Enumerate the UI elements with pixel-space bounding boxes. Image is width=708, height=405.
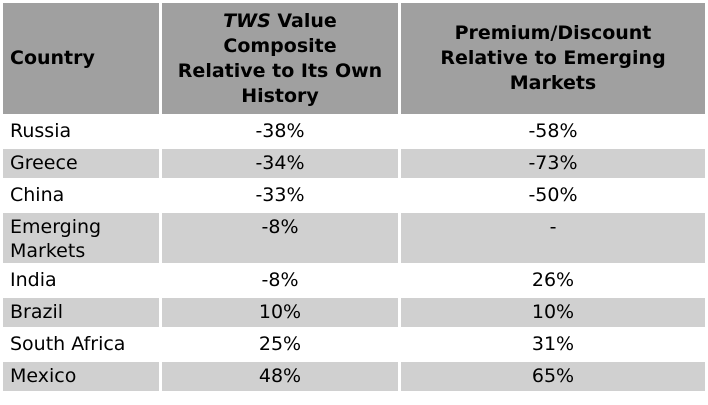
country-cell: China — [3, 181, 159, 210]
table-row-russia: Russia -38% -58% — [3, 117, 705, 146]
table-row-brazil: Brazil 10% 10% — [3, 298, 705, 327]
premium-discount-cell: 31% — [401, 330, 705, 359]
tws-value-cell: -38% — [162, 117, 398, 146]
table-row-south-africa: South Africa 25% 31% — [3, 330, 705, 359]
premium-discount-cell: 10% — [401, 298, 705, 327]
header-country: Country — [3, 3, 159, 114]
tws-value-cell: -34% — [162, 149, 398, 178]
table-row-china: China -33% -50% — [3, 181, 705, 210]
header-tws-value-composite: TWS Value Composite Relative to Its Own … — [162, 3, 398, 114]
table-row-india: India -8% 26% — [3, 266, 705, 295]
country-cell: South Africa — [3, 330, 159, 359]
tws-value-cell: -8% — [162, 266, 398, 295]
country-cell: Emerging Markets — [3, 213, 159, 263]
country-cell: Greece — [3, 149, 159, 178]
table-row-emerging-markets: Emerging Markets -8% - — [3, 213, 705, 263]
premium-discount-cell: -58% — [401, 117, 705, 146]
tws-value-cell: -33% — [162, 181, 398, 210]
tws-header-rest: Value Composite Relative to Its Own Hist… — [177, 9, 383, 107]
country-cell: Mexico — [3, 362, 159, 391]
premium-discount-cell: - — [401, 213, 705, 263]
header-row: Country TWS Value Composite Relative to … — [3, 3, 705, 114]
header-premium-discount: Premium/Discount Relative to Emerging Ma… — [401, 3, 705, 114]
country-cell: Russia — [3, 117, 159, 146]
tws-value-cell: 25% — [162, 330, 398, 359]
tws-value-cell: -8% — [162, 213, 398, 263]
table-row-mexico: Mexico 48% 65% — [3, 362, 705, 391]
valuation-table: Country TWS Value Composite Relative to … — [3, 3, 705, 391]
country-cell: Brazil — [3, 298, 159, 327]
tws-italic-label: TWS — [223, 9, 271, 32]
table-row-greece: Greece -34% -73% — [3, 149, 705, 178]
premium-discount-cell: 26% — [401, 266, 705, 295]
tws-value-cell: 48% — [162, 362, 398, 391]
premium-discount-cell: -73% — [401, 149, 705, 178]
premium-discount-cell: 65% — [401, 362, 705, 391]
premium-discount-cell: -50% — [401, 181, 705, 210]
country-cell: India — [3, 266, 159, 295]
tws-value-cell: 10% — [162, 298, 398, 327]
